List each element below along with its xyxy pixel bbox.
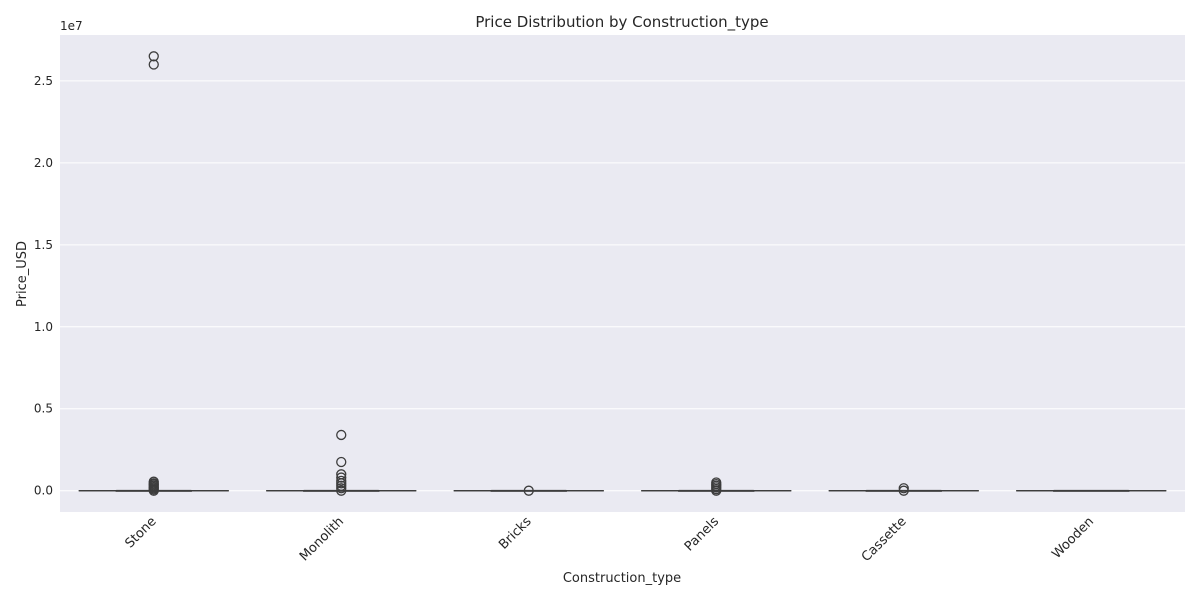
outlier-point [898, 485, 909, 496]
outlier-point [523, 485, 534, 496]
x-tick-label: Cassette [859, 514, 910, 565]
x-axis-label: Construction_type [563, 571, 681, 586]
box-groups [78, 51, 1167, 496]
y-offset-label: 1e7 [60, 19, 83, 33]
y-tick-label: 0.0 [34, 484, 53, 498]
y-tick-label: 0.5 [34, 402, 53, 416]
chart-title: Price Distribution by Construction_type [475, 13, 768, 32]
x-ticks: Stone Monolith Bricks Panels Cassette Wooden [122, 514, 1097, 565]
y-tick-label: 1.0 [34, 320, 53, 334]
outlier-point [336, 456, 347, 468]
outlier-point [148, 485, 159, 496]
y-axis-label: Price_USD [15, 241, 30, 307]
y-ticks: 0.0 0.5 1.0 1.5 2.0 2.5 [34, 74, 53, 498]
outlier-point [148, 51, 159, 62]
box-group-stone [78, 51, 229, 496]
grid [60, 80, 1185, 492]
box-group-wooden [1016, 489, 1167, 492]
box-group-cassette [828, 483, 979, 496]
x-tick-label: Monolith [297, 514, 347, 564]
outlier-point [148, 59, 159, 70]
x-tick-label: Wooden [1049, 514, 1097, 562]
outlier-point [336, 472, 347, 483]
x-tick-label: Stone [122, 514, 159, 551]
box-group-bricks [453, 485, 604, 496]
y-tick-label: 2.0 [34, 156, 53, 170]
x-tick-label: Panels [682, 514, 722, 554]
x-tick-label: Bricks [496, 514, 535, 553]
box-group-panels [641, 477, 792, 496]
plot-area [60, 35, 1185, 512]
box-group-monolith [266, 429, 417, 496]
outlier-point [711, 485, 722, 496]
outlier-point [336, 485, 347, 496]
outlier-point [336, 429, 347, 441]
y-tick-label: 2.5 [34, 74, 53, 88]
y-tick-label: 1.5 [34, 238, 53, 252]
